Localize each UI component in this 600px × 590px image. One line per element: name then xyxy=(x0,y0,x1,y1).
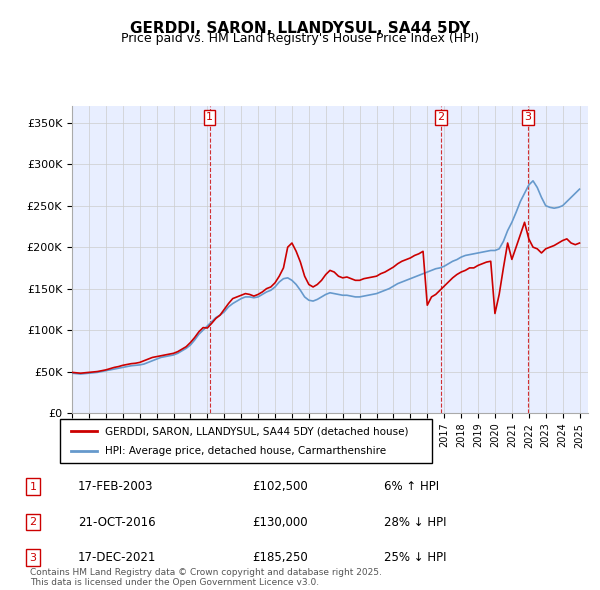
Text: 28% ↓ HPI: 28% ↓ HPI xyxy=(384,516,446,529)
Text: 2: 2 xyxy=(29,517,37,527)
Text: Contains HM Land Registry data © Crown copyright and database right 2025.
This d: Contains HM Land Registry data © Crown c… xyxy=(30,568,382,587)
Text: £130,000: £130,000 xyxy=(252,516,308,529)
Text: HPI: Average price, detached house, Carmarthenshire: HPI: Average price, detached house, Carm… xyxy=(104,446,386,455)
Text: GERDDI, SARON, LLANDYSUL, SA44 5DY: GERDDI, SARON, LLANDYSUL, SA44 5DY xyxy=(130,21,470,35)
Text: 17-FEB-2003: 17-FEB-2003 xyxy=(78,480,154,493)
Text: £102,500: £102,500 xyxy=(252,480,308,493)
Text: 3: 3 xyxy=(29,553,37,562)
Text: 1: 1 xyxy=(206,112,213,122)
Text: 6% ↑ HPI: 6% ↑ HPI xyxy=(384,480,439,493)
Text: 25% ↓ HPI: 25% ↓ HPI xyxy=(384,551,446,564)
Text: 3: 3 xyxy=(524,112,532,122)
Text: Price paid vs. HM Land Registry's House Price Index (HPI): Price paid vs. HM Land Registry's House … xyxy=(121,32,479,45)
Text: 1: 1 xyxy=(29,482,37,491)
Text: 21-OCT-2016: 21-OCT-2016 xyxy=(78,516,155,529)
Text: 17-DEC-2021: 17-DEC-2021 xyxy=(78,551,157,564)
Text: GERDDI, SARON, LLANDYSUL, SA44 5DY (detached house): GERDDI, SARON, LLANDYSUL, SA44 5DY (deta… xyxy=(104,427,408,436)
Text: £185,250: £185,250 xyxy=(252,551,308,564)
FancyBboxPatch shape xyxy=(60,419,432,463)
Text: 2: 2 xyxy=(437,112,445,122)
